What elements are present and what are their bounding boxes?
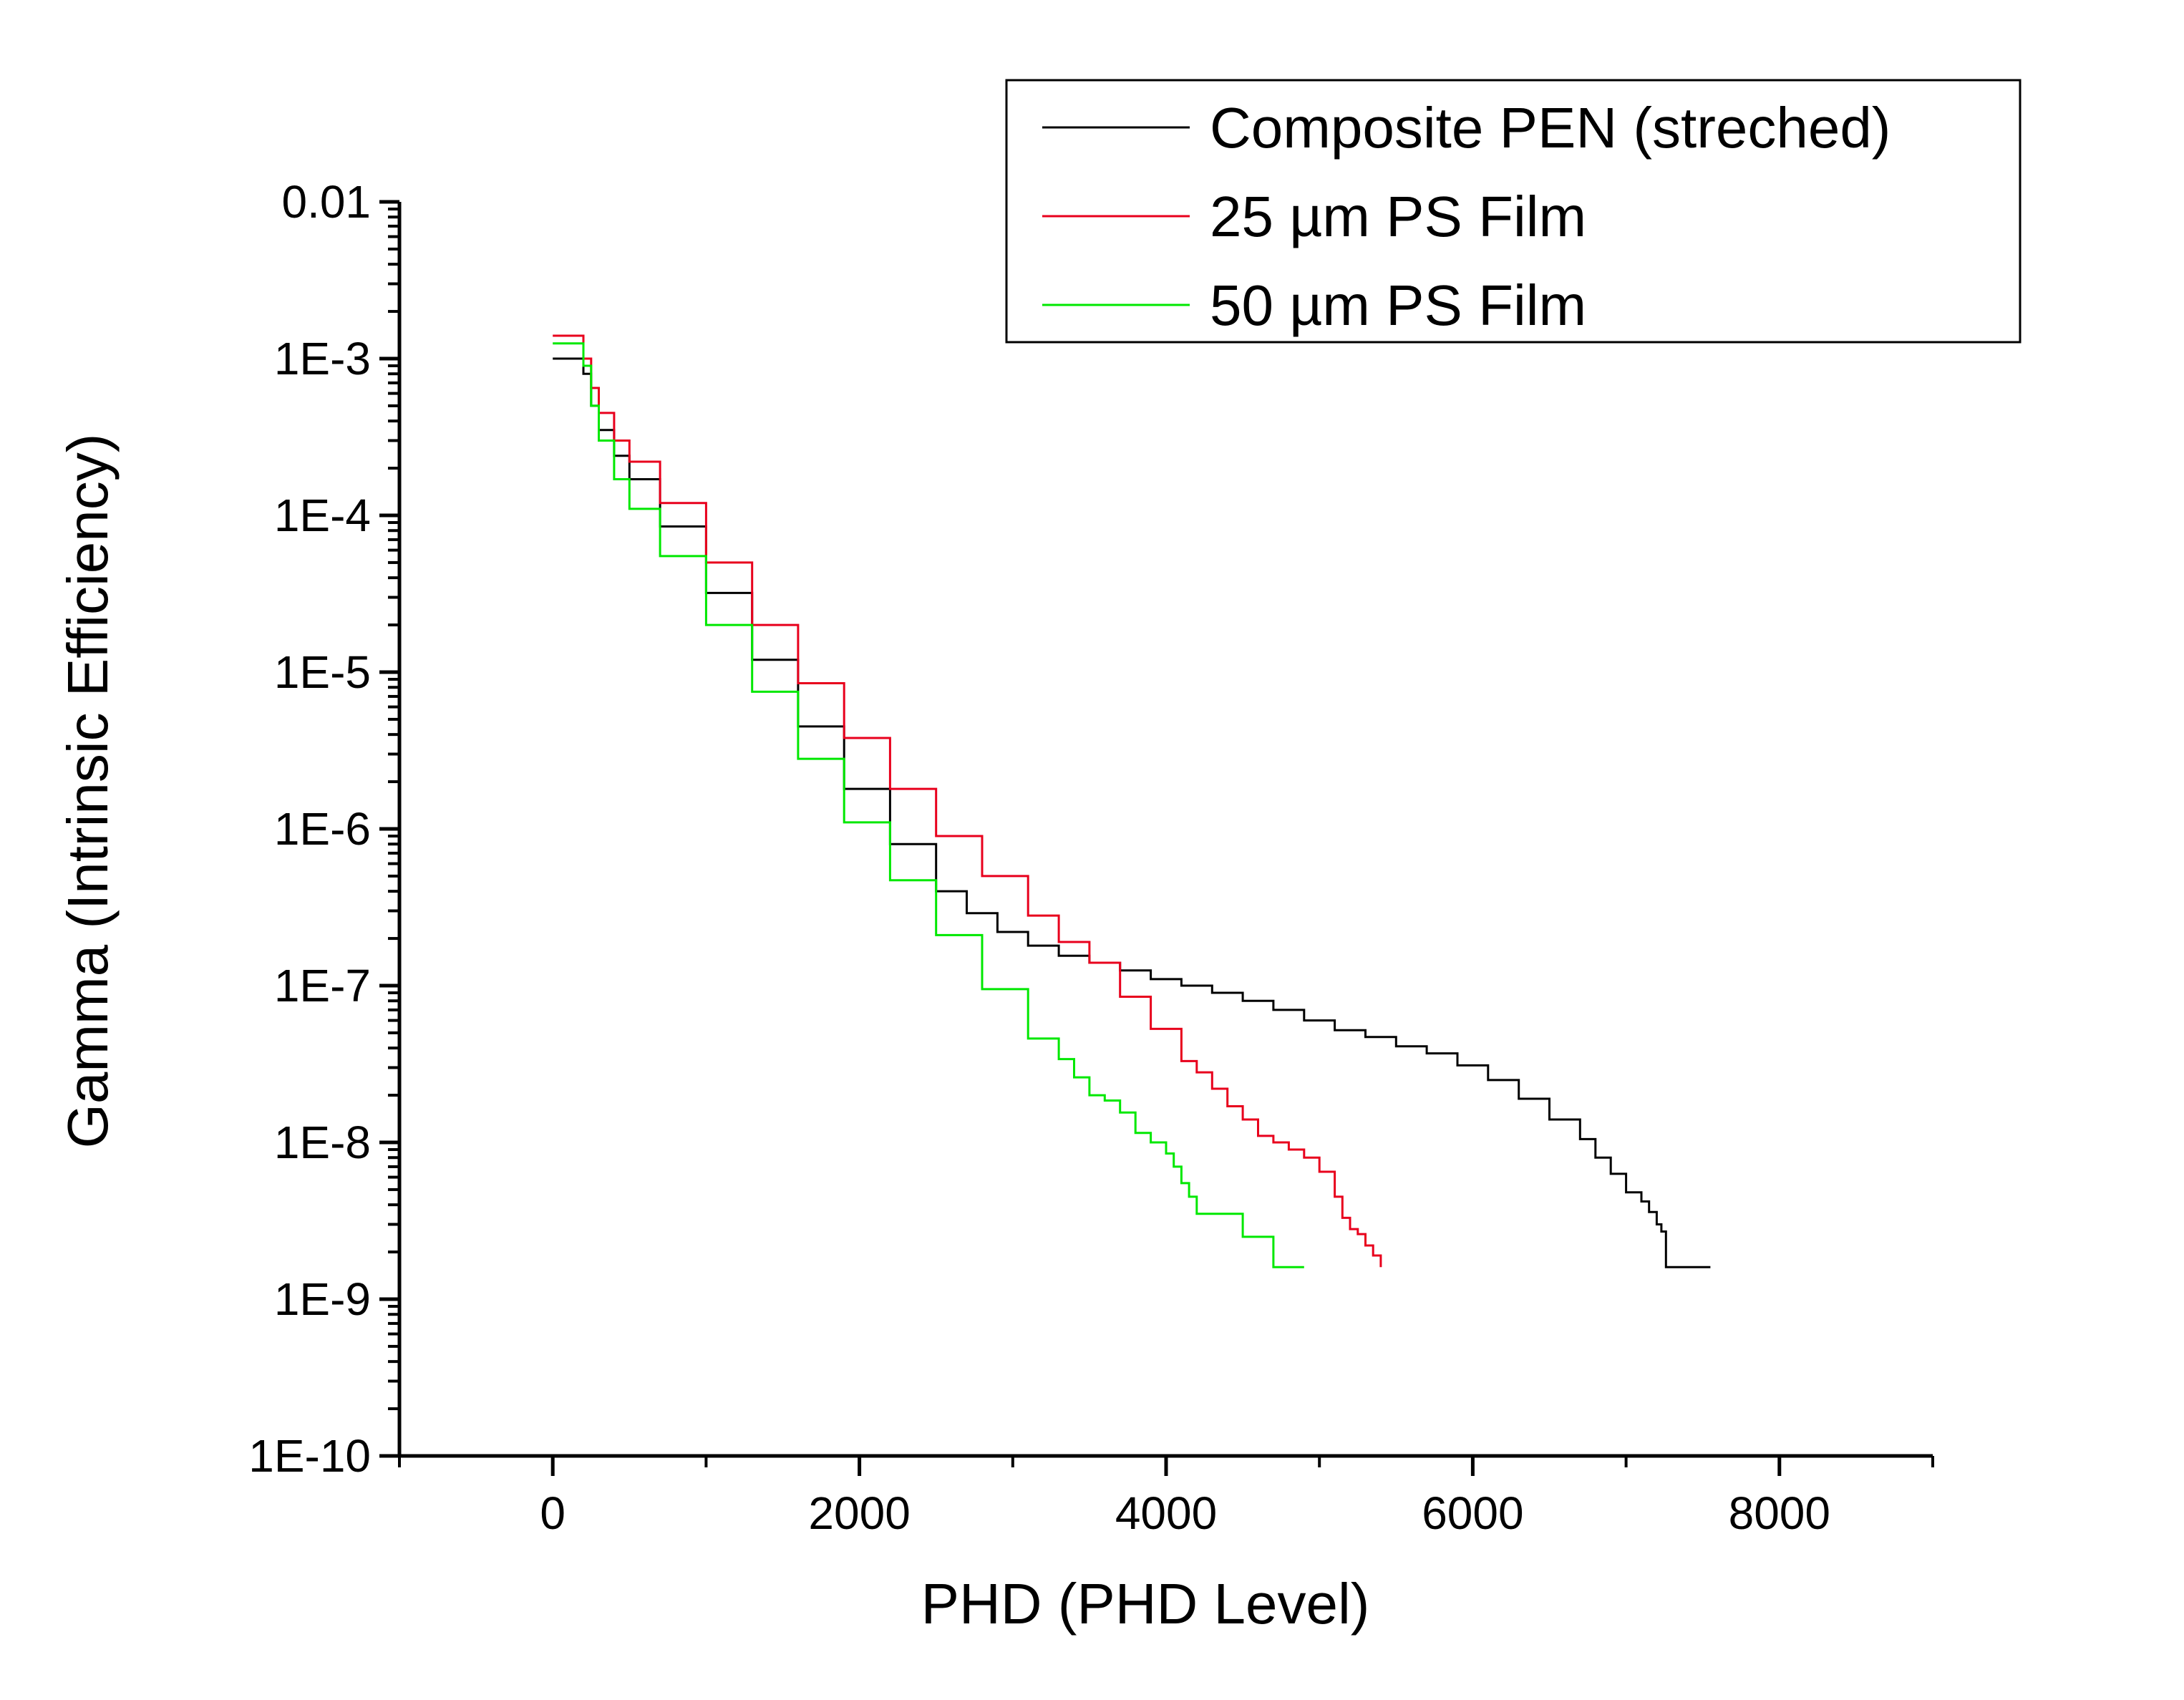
x-tick-label: 8000 [1729, 1487, 1830, 1539]
x-tick-label: 6000 [1422, 1487, 1523, 1539]
y-tick-label: 1E-7 [274, 960, 371, 1011]
legend-box [1005, 79, 2022, 344]
x-tick-label: 0 [540, 1487, 566, 1539]
y-tick-label: 1E-4 [274, 490, 371, 541]
y-tick-label: 1E-9 [274, 1273, 371, 1325]
x-tick-label: 4000 [1115, 1487, 1217, 1539]
y-tick-label: 1E-6 [274, 803, 371, 855]
y-tick-label: 1E-10 [248, 1430, 371, 1482]
y-tick-label: 1E-8 [274, 1117, 371, 1168]
legend-label: Composite PEN (streched) [1210, 96, 1891, 160]
y-axis-title: Gamma (Intrinsic Efficiency) [56, 434, 120, 1149]
legend: Composite PEN (streched) 25 µm PS Film 50 … [1005, 79, 2022, 344]
series-line-1 [553, 334, 1382, 1268]
series-line-0 [553, 357, 1711, 1268]
x-axis-title: PHD (PHD Level) [921, 1572, 1370, 1636]
axes: 1E-10 1E-9 1E-8 1E-7 1E-6 1E-5 1E-4 1E-3 0.01 0 20… [248, 176, 1934, 1539]
y-tick-label: 1E-3 [274, 333, 371, 384]
x-tick-label: 2000 [808, 1487, 910, 1539]
series-lines [553, 334, 1711, 1268]
y-tick-label: 1E-5 [274, 646, 371, 698]
y-tick-label: 0.01 [281, 176, 371, 228]
series-line-2 [553, 342, 1304, 1268]
legend-label: 50 µm PS Film [1210, 273, 1586, 337]
legend-label: 25 µm PS Film [1210, 185, 1586, 248]
